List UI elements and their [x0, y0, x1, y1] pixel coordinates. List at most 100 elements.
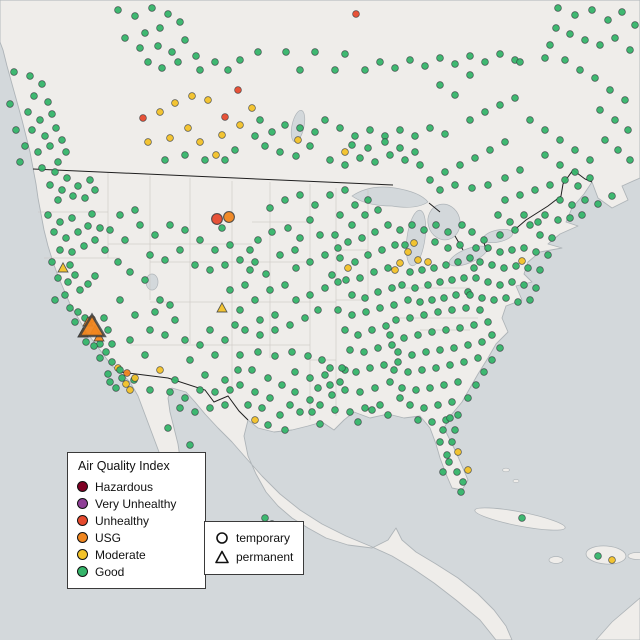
- station-marker-temporary[interactable]: [424, 281, 432, 289]
- station-marker-temporary[interactable]: [374, 344, 382, 352]
- station-marker-temporary[interactable]: [161, 256, 169, 264]
- station-marker-temporary[interactable]: [440, 294, 448, 302]
- station-marker-temporary[interactable]: [611, 34, 619, 42]
- station-marker-temporary[interactable]: [100, 314, 108, 322]
- station-marker-temporary[interactable]: [354, 331, 362, 339]
- station-marker-temporary[interactable]: [448, 276, 456, 284]
- station-marker-temporary[interactable]: [361, 66, 369, 74]
- station-marker-temporary[interactable]: [331, 66, 339, 74]
- station-marker-temporary[interactable]: [536, 231, 544, 239]
- station-marker-temporary[interactable]: [84, 280, 92, 288]
- station-marker-temporary[interactable]: [264, 421, 272, 429]
- station-marker-temporary[interactable]: [96, 224, 104, 232]
- station-marker-temporary[interactable]: [26, 72, 34, 80]
- station-marker-temporary[interactable]: [348, 141, 356, 149]
- station-marker-temporary[interactable]: [381, 138, 389, 146]
- station-marker-temporary[interactable]: [66, 304, 74, 312]
- station-marker-temporary[interactable]: [286, 321, 294, 329]
- station-marker-temporary[interactable]: [74, 228, 82, 236]
- station-marker-temporary[interactable]: [176, 404, 184, 412]
- station-marker-temporary[interactable]: [520, 281, 528, 289]
- station-marker-temporary[interactable]: [241, 281, 249, 289]
- station-marker-temporary[interactable]: [458, 221, 466, 229]
- station-marker-temporary[interactable]: [430, 264, 438, 272]
- station-marker-temporary[interactable]: [63, 174, 71, 182]
- station-marker-temporary[interactable]: [171, 376, 179, 384]
- station-marker-temporary[interactable]: [176, 246, 184, 254]
- station-marker-temporary[interactable]: [158, 64, 166, 72]
- station-marker-temporary[interactable]: [571, 146, 579, 154]
- station-marker-temporary[interactable]: [236, 306, 244, 314]
- station-marker-temporary[interactable]: [291, 368, 299, 376]
- station-marker-temporary[interactable]: [246, 266, 254, 274]
- station-marker-temporary[interactable]: [286, 401, 294, 409]
- station-marker-temporary[interactable]: [30, 92, 38, 100]
- station-marker-temporary[interactable]: [174, 58, 182, 66]
- station-marker-temporary[interactable]: [304, 352, 312, 360]
- station-marker-temporary[interactable]: [156, 24, 164, 32]
- station-marker-temporary[interactable]: [416, 161, 424, 169]
- station-marker-temporary[interactable]: [516, 58, 524, 66]
- station-marker-temporary[interactable]: [508, 278, 516, 286]
- station-marker-temporary[interactable]: [401, 241, 409, 249]
- station-marker-temporary[interactable]: [376, 304, 384, 312]
- station-marker-temporary[interactable]: [390, 366, 398, 374]
- station-marker-temporary[interactable]: [406, 268, 414, 276]
- station-marker-temporary[interactable]: [50, 228, 58, 236]
- station-marker-temporary[interactable]: [68, 248, 76, 256]
- station-marker-temporary[interactable]: [181, 226, 189, 234]
- station-marker-temporary[interactable]: [561, 56, 569, 64]
- station-marker-temporary[interactable]: [46, 142, 54, 150]
- station-marker-temporary[interactable]: [576, 66, 584, 74]
- station-marker-temporary[interactable]: [251, 258, 259, 266]
- station-marker-temporary[interactable]: [456, 324, 464, 332]
- station-marker-temporary[interactable]: [611, 116, 619, 124]
- station-marker-temporary[interactable]: [66, 261, 74, 269]
- station-marker-temporary[interactable]: [444, 244, 452, 252]
- station-marker-temporary[interactable]: [326, 381, 334, 389]
- station-marker-temporary[interactable]: [536, 266, 544, 274]
- station-marker-temporary[interactable]: [231, 321, 239, 329]
- station-marker-temporary[interactable]: [123, 369, 131, 377]
- station-marker-temporary[interactable]: [36, 116, 44, 124]
- station-marker-temporary[interactable]: [428, 328, 436, 336]
- station-marker-temporary[interactable]: [428, 418, 436, 426]
- station-marker-temporary[interactable]: [472, 274, 480, 282]
- station-marker-permanent-large[interactable]: [77, 312, 107, 338]
- station-marker-temporary[interactable]: [464, 341, 472, 349]
- station-marker-temporary[interactable]: [366, 364, 374, 372]
- station-marker-temporary[interactable]: [462, 304, 470, 312]
- station-marker-temporary[interactable]: [371, 384, 379, 392]
- station-marker-temporary[interactable]: [90, 342, 98, 350]
- station-marker-temporary[interactable]: [608, 556, 616, 564]
- station-marker-temporary[interactable]: [476, 306, 484, 314]
- station-marker-temporary[interactable]: [146, 386, 154, 394]
- station-marker-temporary[interactable]: [321, 251, 329, 259]
- station-marker-temporary[interactable]: [52, 124, 60, 132]
- station-marker-temporary[interactable]: [171, 316, 179, 324]
- station-marker-temporary[interactable]: [445, 458, 453, 466]
- station-marker-temporary[interactable]: [74, 308, 82, 316]
- station-marker-temporary[interactable]: [204, 96, 212, 104]
- station-marker-temporary[interactable]: [412, 386, 420, 394]
- station-marker-temporary[interactable]: [254, 48, 262, 56]
- station-marker-temporary[interactable]: [354, 418, 362, 426]
- station-marker-temporary[interactable]: [626, 156, 634, 164]
- station-marker-temporary[interactable]: [34, 148, 42, 156]
- station-marker-temporary[interactable]: [466, 71, 474, 79]
- station-marker-temporary[interactable]: [341, 186, 349, 194]
- station-marker-temporary[interactable]: [80, 242, 88, 250]
- station-marker-temporary[interactable]: [511, 94, 519, 102]
- station-marker-temporary[interactable]: [511, 226, 519, 234]
- station-marker-temporary[interactable]: [432, 364, 440, 372]
- station-marker-temporary[interactable]: [468, 184, 476, 192]
- station-marker-temporary[interactable]: [391, 241, 399, 249]
- station-marker-temporary[interactable]: [311, 128, 319, 136]
- station-marker-temporary[interactable]: [401, 156, 409, 164]
- station-marker-temporary[interactable]: [410, 239, 418, 247]
- station-marker-temporary[interactable]: [331, 231, 339, 239]
- station-marker-temporary[interactable]: [484, 244, 492, 252]
- station-marker-temporary[interactable]: [342, 276, 350, 284]
- station-marker-temporary[interactable]: [316, 401, 324, 409]
- station-marker-temporary[interactable]: [420, 226, 428, 234]
